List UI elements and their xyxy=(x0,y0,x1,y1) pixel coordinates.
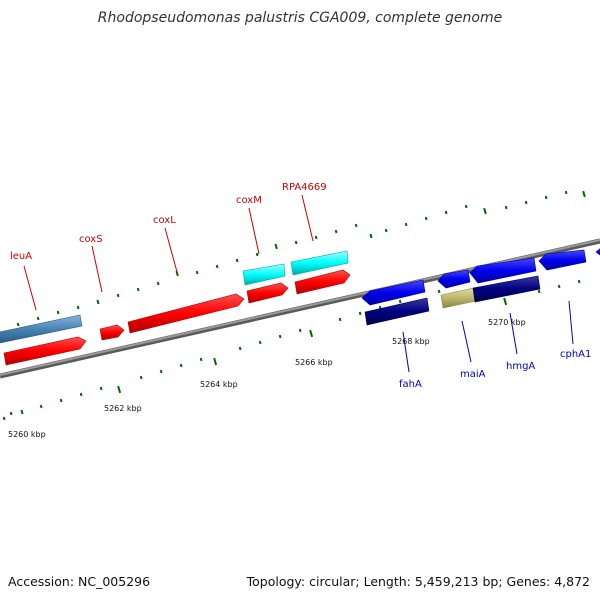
gene-maiA[interactable] xyxy=(437,269,471,289)
gene-partial-right[interactable] xyxy=(595,247,600,258)
gene-coxM-cds[interactable] xyxy=(242,263,286,286)
gene-coxS[interactable] xyxy=(99,324,125,341)
gene-fahA[interactable] xyxy=(361,279,426,306)
label-RPA4669: RPA4669 xyxy=(282,182,327,193)
gene-labels: leuA coxS coxL coxM RPA4669 fahA maiA hm… xyxy=(10,182,591,390)
map-title: Rhodopseudomonas palustris CGA009, compl… xyxy=(97,10,503,26)
scale-label: 5264 kbp xyxy=(200,380,238,389)
scale-label: 5262 kbp xyxy=(104,404,142,413)
scale-labels: 5260 kbp 5262 kbp 5264 kbp 5266 kbp 5268… xyxy=(8,318,526,439)
genome-summary-text: Topology: circular; Length: 5,459,213 bp… xyxy=(246,574,590,589)
label-coxS: coxS xyxy=(79,234,103,245)
label-coxM: coxM xyxy=(236,195,262,206)
forward-features xyxy=(0,250,351,366)
scale-label: 5266 kbp xyxy=(295,358,333,367)
gene-hmgA[interactable] xyxy=(469,257,537,284)
scale-label: 5260 kbp xyxy=(8,430,46,439)
label-fahA: fahA xyxy=(399,379,422,390)
gene-cphA1[interactable] xyxy=(538,249,587,271)
label-leaders xyxy=(23,194,574,373)
reverse-features xyxy=(361,247,600,326)
reverse-tick-track xyxy=(2,279,581,421)
label-cphA1: cphA1 xyxy=(560,349,591,360)
forward-tick-track xyxy=(16,190,586,327)
gene-RPA4669[interactable] xyxy=(294,269,351,295)
scale-label: 5268 kbp xyxy=(392,337,430,346)
accession-text: Accession: NC_005296 xyxy=(8,574,151,589)
gene-RPA4669-cds[interactable] xyxy=(290,250,349,276)
gene-leuA-steelblue[interactable] xyxy=(0,314,83,344)
label-leuA: leuA xyxy=(10,251,32,262)
gene-hmgA-cds[interactable] xyxy=(472,275,541,303)
gene-coxM[interactable] xyxy=(246,282,289,304)
label-maiA: maiA xyxy=(460,369,486,380)
gene-fahA-cds[interactable] xyxy=(364,297,430,326)
gene-leuA[interactable] xyxy=(3,336,87,366)
label-coxL: coxL xyxy=(153,215,176,226)
scale-label: 5270 kbp xyxy=(488,318,526,327)
label-hmgA: hmgA xyxy=(506,361,535,372)
gene-maiA-cds[interactable] xyxy=(440,287,477,309)
gene-coxL[interactable] xyxy=(127,293,245,334)
